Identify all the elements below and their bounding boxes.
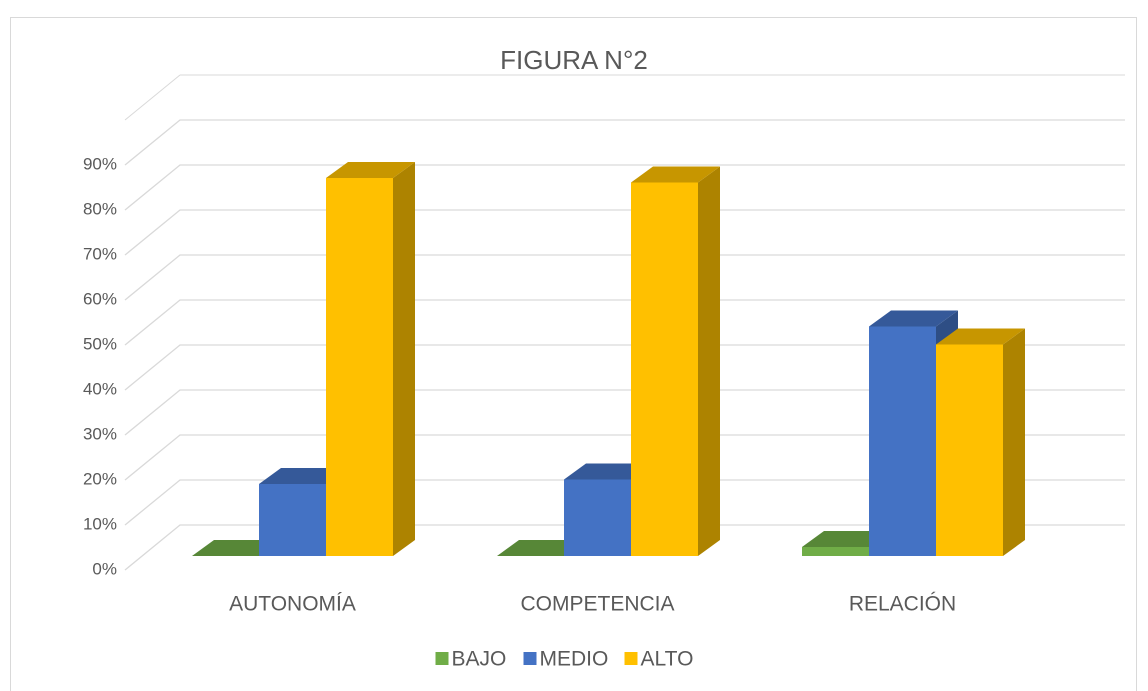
legend-label: MEDIO (540, 648, 609, 671)
legend-swatch (523, 652, 537, 665)
bar-top (564, 463, 653, 480)
bar-front (564, 479, 631, 556)
bar-front (802, 547, 869, 556)
bar-top (326, 162, 415, 178)
grid-line (124, 344, 1125, 391)
bar-side (698, 166, 720, 556)
legend-label: ALTO (641, 648, 694, 671)
bar-side (1003, 328, 1025, 556)
bar-top (631, 166, 720, 183)
grid-line (124, 254, 1125, 301)
grid-line (124, 299, 1125, 346)
bar-top (497, 540, 586, 556)
grid-line (124, 524, 1125, 571)
grid-line (124, 479, 1125, 526)
bar-front (259, 484, 326, 556)
y-tick-label: 70% (83, 244, 117, 263)
grid-line (124, 119, 1125, 166)
bar-top (802, 531, 891, 547)
bar-front (869, 326, 936, 556)
bar-top (869, 310, 958, 327)
y-tick-label: 50% (83, 334, 117, 353)
bar-side (393, 162, 415, 556)
bar-top (936, 328, 1025, 345)
y-tick-label: 30% (83, 424, 117, 443)
y-tick-label: 40% (83, 379, 117, 398)
grid-line (124, 209, 1125, 256)
legend-swatch (624, 652, 638, 665)
wall-edge (124, 74, 181, 121)
legend-swatch (435, 652, 449, 665)
x-tick-label: COMPETENCIA (520, 593, 674, 616)
bar (497, 540, 586, 556)
y-tick-label: 90% (83, 154, 117, 173)
bar-front (631, 182, 698, 556)
y-tick-label: 20% (83, 469, 117, 488)
x-tick-label: RELACIÓN (849, 593, 956, 616)
bar-top (259, 468, 348, 484)
bar (936, 328, 1025, 556)
bar-top (192, 540, 281, 556)
bar-front (326, 178, 393, 556)
bar-front (936, 344, 1003, 556)
bar (631, 166, 720, 556)
chart-title: FIGURA N°2 (500, 45, 648, 75)
y-tick-label: 60% (83, 289, 117, 308)
grid-line (124, 164, 1125, 211)
y-tick-label: 10% (83, 514, 117, 533)
grid-line (124, 434, 1125, 481)
x-tick-label: AUTONOMÍA (229, 593, 356, 616)
bar (192, 540, 281, 556)
grid-line (124, 389, 1125, 436)
legend-label: BAJO (452, 648, 507, 671)
y-tick-label: 0% (92, 559, 117, 578)
y-tick-label: 80% (83, 199, 117, 218)
bar (326, 162, 415, 556)
